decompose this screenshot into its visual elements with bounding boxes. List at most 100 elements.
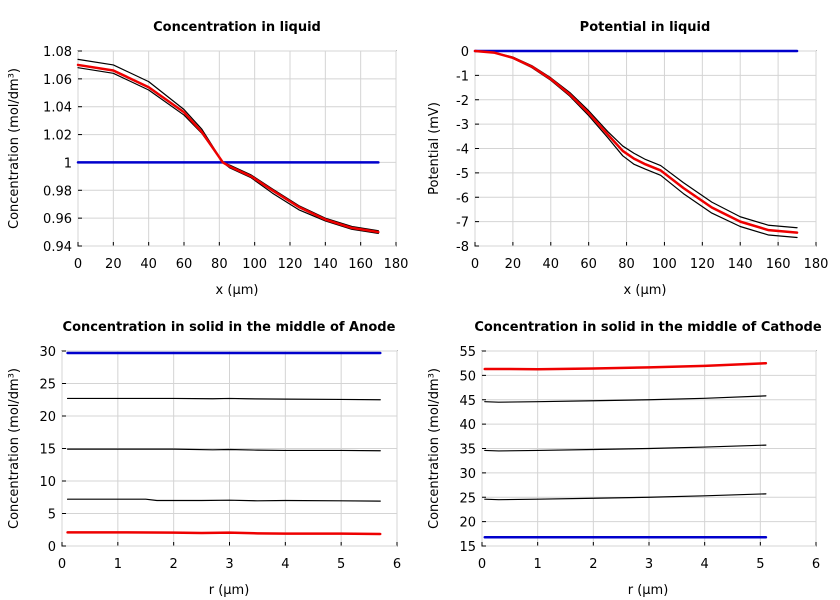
y-tick-label: 25: [459, 491, 476, 506]
y-axis-label: Potential (mV): [427, 102, 442, 195]
x-tick-label: 6: [812, 557, 820, 572]
y-tick-label: 0.94: [43, 240, 72, 255]
panel-potential-in-liquid: Potential in liquid 0 20 40 60 80 100 120 140 16…: [427, 20, 828, 298]
x-tick-label: 2: [170, 557, 178, 572]
y-tick-label: 35: [459, 443, 476, 458]
x-tick-label: 180: [384, 257, 409, 272]
y-tick-label: 0: [48, 540, 56, 555]
y-tick-label: 0.98: [43, 184, 72, 199]
x-tick-label: 100: [242, 257, 267, 272]
y-tick-label: -2: [456, 94, 469, 109]
x-tick-label: 20: [505, 257, 522, 272]
y-tick-label: 1: [64, 156, 72, 171]
series-line-2: [66, 448, 381, 452]
x-tick-label: 5: [756, 557, 764, 572]
series-line-1: [484, 493, 767, 501]
series-line-3: [484, 395, 767, 403]
y-tick-label: 1.02: [43, 129, 72, 144]
x-tick-label: 20: [105, 257, 122, 272]
y-tick-label: 0.96: [43, 212, 72, 227]
plot-area: 0 20 40 60 80 100 120 140 160 180 0.94 0.96 0.98 1 1.0…: [43, 45, 408, 272]
y-tick-label: -3: [456, 118, 469, 133]
y-tick-label: 50: [459, 369, 476, 384]
x-axis-label: x (µm): [624, 283, 667, 298]
x-tick-label: 80: [211, 257, 228, 272]
panel-title: Concentration in solid in the middle of …: [474, 320, 822, 335]
x-tick-label: 3: [225, 557, 233, 572]
y-tick-label: 30: [39, 345, 56, 360]
y-axis-label: Concentration (mol/dm³): [7, 368, 22, 529]
x-axis-label: x (µm): [216, 283, 259, 298]
y-axis-label: Concentration (mol/dm³): [7, 68, 22, 229]
x-tick-label: 2: [589, 557, 597, 572]
x-tick-label: 60: [580, 257, 597, 272]
series-line-1: [77, 58, 379, 235]
plot-area: 0 20 40 60 80 100 120 140 160 180 -8 -7 -6 -5 -4 -3 -2 -1…: [456, 45, 828, 272]
series-line-3: [76, 63, 380, 234]
series-line-2: [484, 444, 767, 452]
y-tick-label: 20: [39, 410, 56, 425]
x-tick-label: 180: [804, 257, 829, 272]
series-line-4: [483, 361, 768, 371]
y-tick-label: 1.04: [43, 101, 72, 116]
panel-cathode-solid-concentration: Concentration in solid in the middle of …: [427, 320, 822, 598]
y-tick-label: 25: [39, 378, 56, 393]
x-tick-label: 140: [728, 257, 753, 272]
x-tick-label: 60: [176, 257, 193, 272]
x-axis-label: r (µm): [628, 583, 669, 598]
x-tick-label: 140: [313, 257, 338, 272]
x-tick-label: 160: [348, 257, 373, 272]
x-tick-label: 0: [478, 557, 486, 572]
y-tick-label: 5: [48, 508, 56, 523]
y-tick-label: -7: [456, 216, 469, 231]
x-tick-label: 0: [58, 557, 66, 572]
series-line-1: [474, 50, 798, 239]
y-tick-label: 15: [459, 540, 476, 555]
series-line-2: [474, 50, 798, 229]
panel-title: Concentration in solid in the middle of …: [63, 320, 396, 335]
y-tick-label: -8: [456, 240, 469, 255]
y-tick-label: 15: [39, 443, 56, 458]
y-tick-label: 55: [459, 345, 476, 360]
y-tick-label: -6: [456, 191, 469, 206]
x-tick-label: 0: [74, 257, 82, 272]
y-tick-label: 0: [461, 45, 469, 60]
x-tick-label: 120: [278, 257, 303, 272]
y-tick-label: -1: [456, 69, 469, 84]
y-tick-label: 40: [459, 418, 476, 433]
series-line-2: [77, 67, 379, 232]
x-tick-label: 1: [114, 557, 122, 572]
x-tick-label: 160: [766, 257, 791, 272]
x-tick-label: 40: [543, 257, 560, 272]
y-tick-label: 1.08: [43, 45, 72, 60]
panel-anode-solid-concentration: Concentration in solid in the middle of …: [7, 320, 401, 598]
x-tick-label: 1: [534, 557, 542, 572]
panel-concentration-in-liquid: Concentration in liquid 0 20 40 60 80 100 120 1…: [7, 20, 408, 298]
y-tick-label: 1.06: [43, 73, 72, 88]
plot-frame: [77, 50, 397, 247]
x-tick-label: 5: [337, 557, 345, 572]
x-tick-label: 3: [645, 557, 653, 572]
x-axis-label: r (µm): [209, 583, 250, 598]
plot-area: 0 1 2 3 4 5 6 0 5 10 15 20 25 30: [39, 345, 401, 572]
x-tick-label: 120: [690, 257, 715, 272]
x-tick-label: 6: [393, 557, 401, 572]
series-line-3: [473, 49, 799, 234]
x-tick-label: 4: [281, 557, 289, 572]
x-tick-label: 80: [618, 257, 635, 272]
x-tick-label: 4: [701, 557, 709, 572]
y-tick-label: -5: [456, 167, 469, 182]
y-tick-label: 20: [459, 516, 476, 531]
series-line-1: [66, 397, 381, 401]
y-tick-label: 10: [39, 475, 56, 490]
panel-title: Potential in liquid: [580, 20, 711, 35]
panel-title: Concentration in liquid: [153, 20, 321, 35]
y-tick-label: -4: [456, 143, 469, 158]
x-tick-label: 100: [652, 257, 677, 272]
y-tick-label: 30: [459, 467, 476, 482]
y-tick-label: 45: [459, 394, 476, 409]
series-line-4: [66, 531, 382, 536]
y-axis-label: Concentration (mol/dm³): [427, 368, 442, 529]
